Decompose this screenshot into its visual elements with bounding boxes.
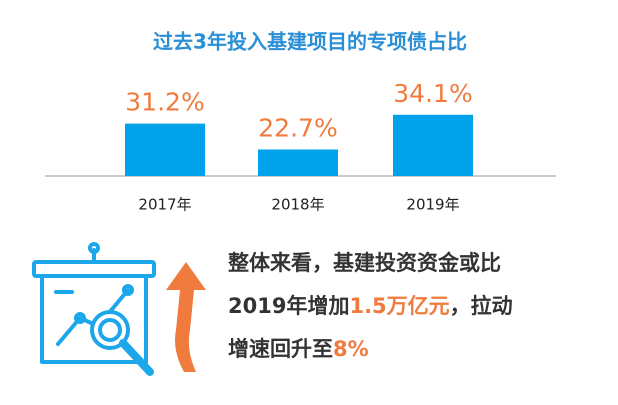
bar (258, 149, 338, 176)
x-tick-label: 2018年 (271, 196, 324, 214)
value-label: 22.7% (258, 114, 337, 143)
value-label: 34.1% (393, 79, 472, 108)
arrow (166, 262, 206, 372)
icon (32, 242, 156, 376)
x-tick-label: 2019年 (406, 196, 459, 214)
annotation-text: 整体来看，基建投资资金或比 (228, 251, 501, 275)
annotation-text: 1.5万亿元 (349, 294, 449, 318)
annotation-text: 8% (333, 337, 369, 361)
annotation-line: 整体来看，基建投资资金或比 (228, 251, 501, 275)
annotation-text: ，拉动 (450, 294, 513, 318)
x-tick-label: 2017年 (138, 196, 191, 214)
annotation-line: 2019年增加1.5万亿元，拉动 (228, 294, 513, 318)
chart-title: 过去3年投入基建项目的专项债占比 (153, 30, 467, 54)
bar (125, 123, 205, 176)
value-label: 31.2% (125, 88, 204, 117)
annotation-text: 2019年增加 (228, 294, 349, 318)
annotation-text: 增速回升至 (228, 337, 333, 361)
bar (393, 114, 473, 176)
annotation-line: 增速回升至8% (228, 337, 369, 361)
